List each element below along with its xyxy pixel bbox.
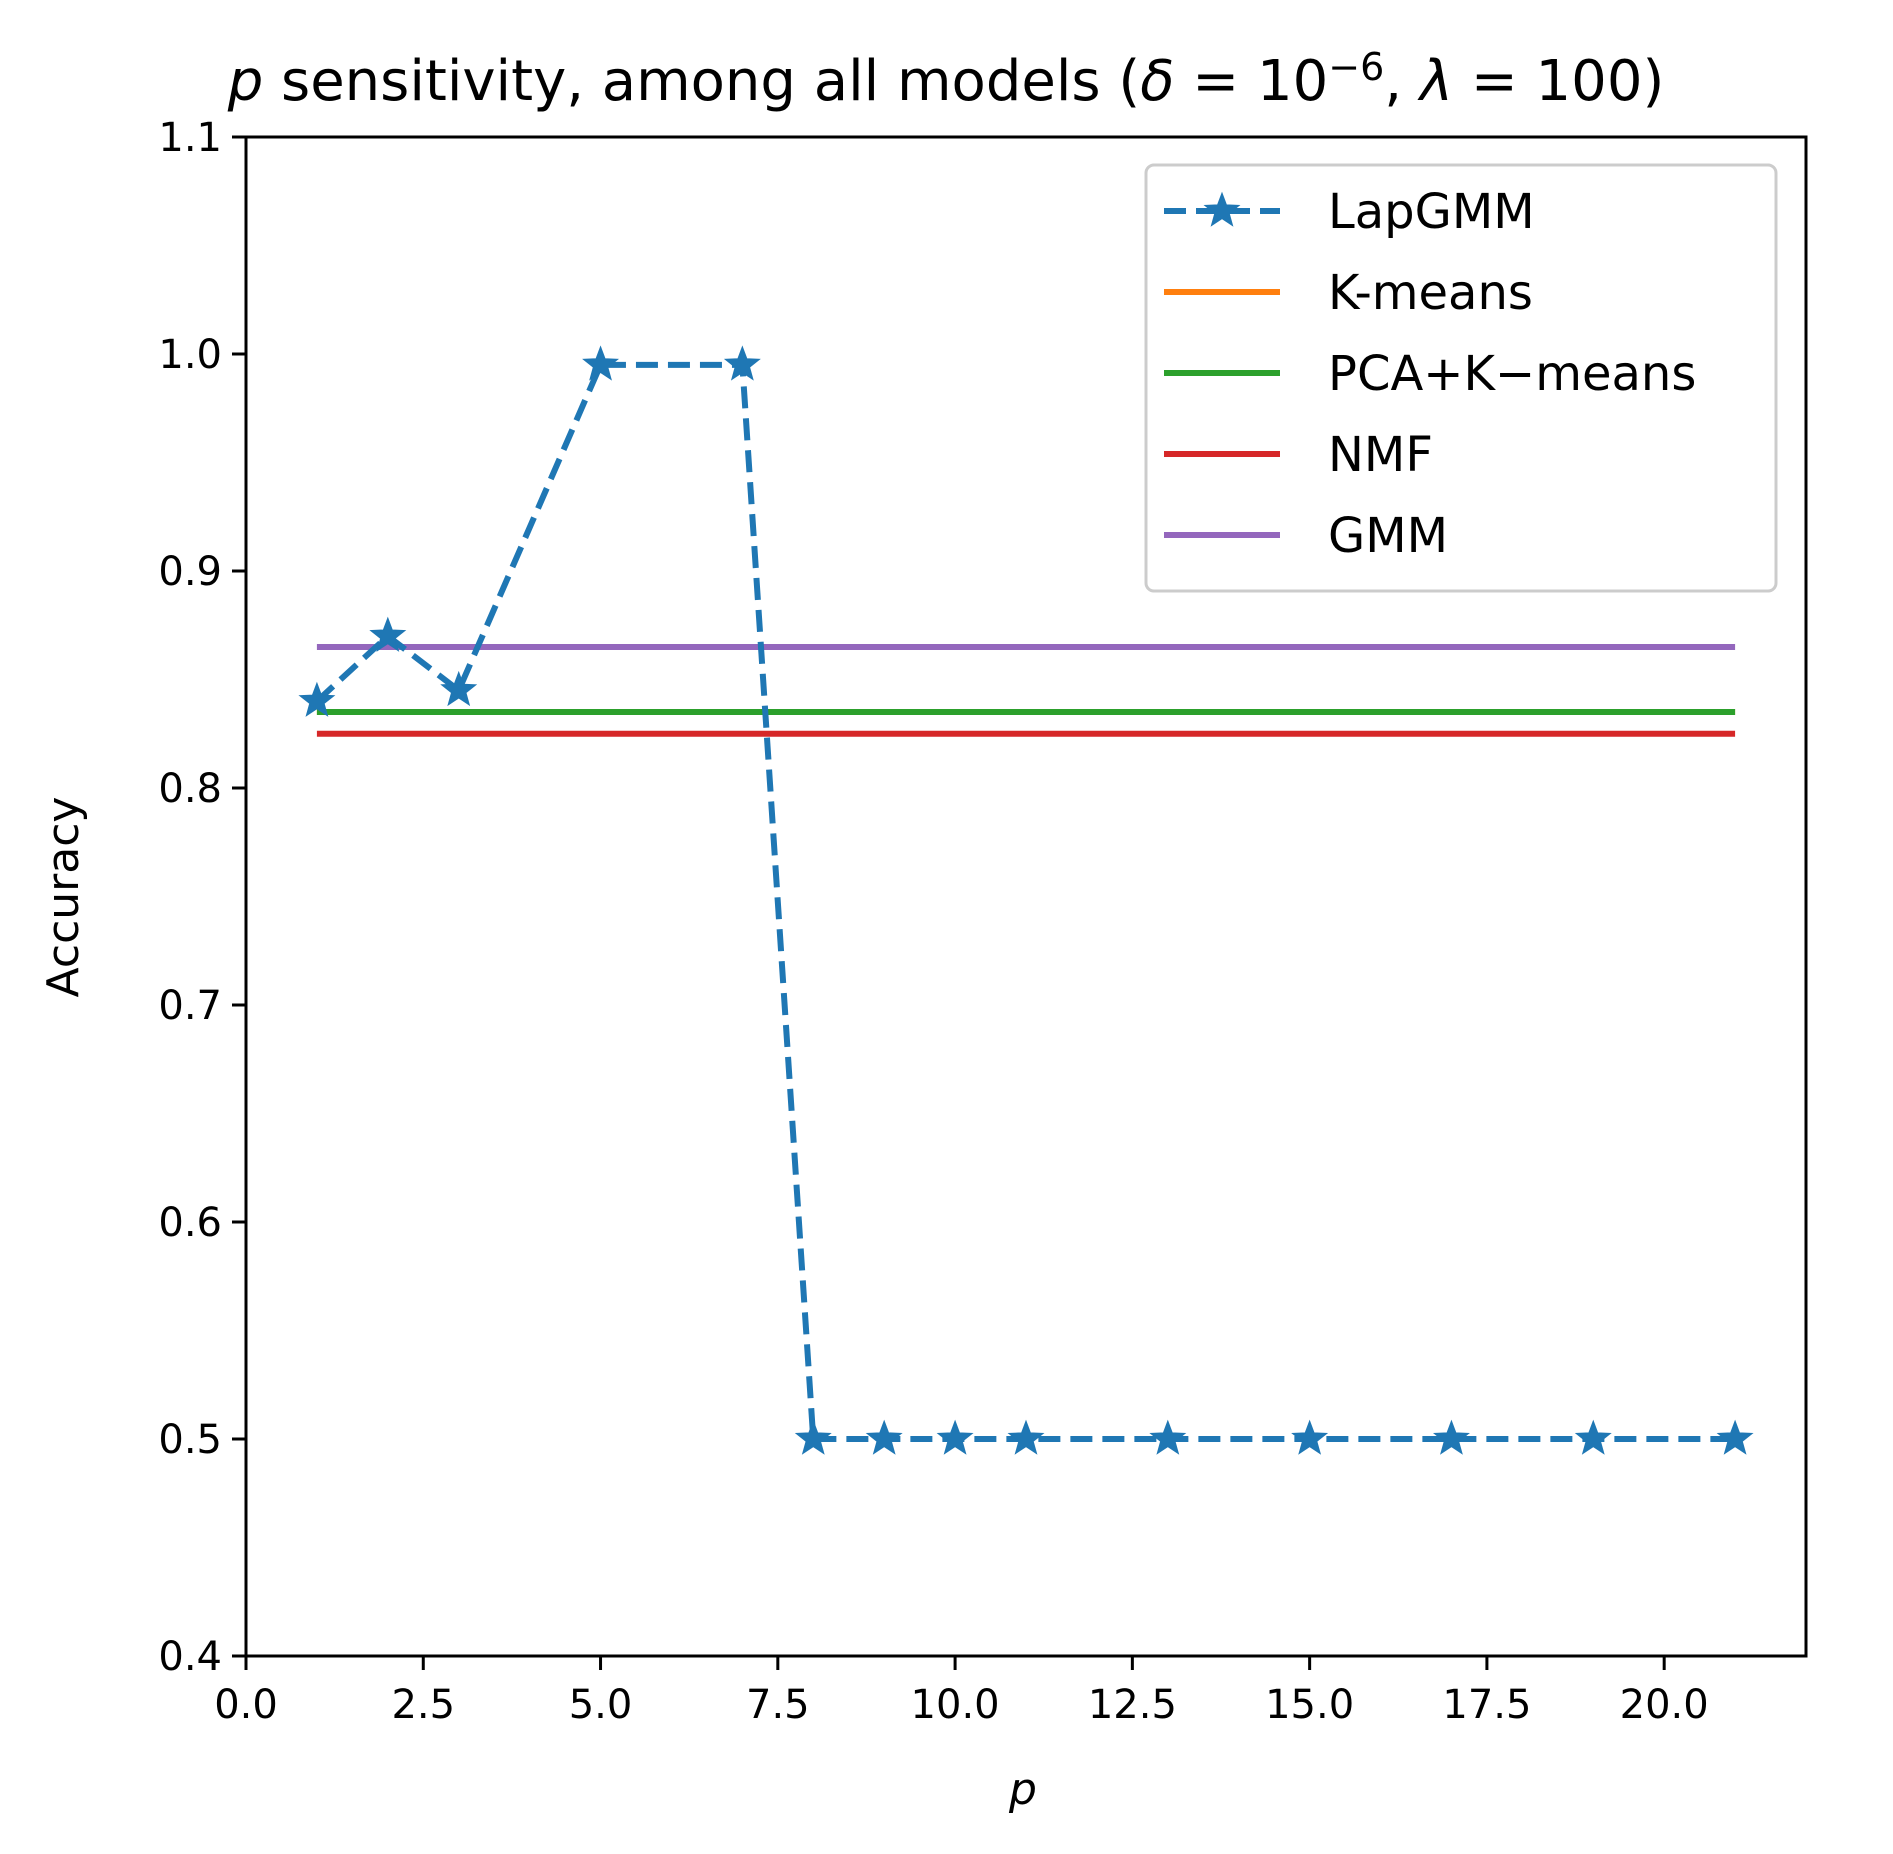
y-axis-label: Accuracy xyxy=(38,797,89,998)
series-line-lapgmm xyxy=(314,361,1736,1442)
axes-layer: 0.0 2.5 5.0 7.5 10.0 12.5 15.0 17.5 20.0 0.4 0.5 0.… xyxy=(158,115,1808,1728)
y-tick-label: 1.0 xyxy=(158,332,222,378)
y-tick-label: 0.7 xyxy=(158,983,222,1029)
legend: LapGMM K-means PCA+K−means NMF GMM xyxy=(1144,163,1778,593)
y-tick-label: 0.9 xyxy=(158,549,222,595)
data-point-lapgmm xyxy=(794,1419,832,1455)
legend-label: GMM xyxy=(1328,508,1448,564)
y-tick-label: 0.5 xyxy=(158,1417,222,1463)
legend-label: K-means xyxy=(1328,265,1533,321)
data-point-lapgmm xyxy=(1432,1419,1470,1455)
y-tick-label: 1.1 xyxy=(158,115,222,161)
x-axis-label: p xyxy=(1008,1764,1037,1815)
x-tick-label: 5.0 xyxy=(569,1682,633,1728)
title-main: sensitivity, among all models ( xyxy=(263,49,1140,114)
legend-item-nmf: NMF xyxy=(1164,427,1433,483)
data-point-lapgmm xyxy=(298,681,336,717)
x-tick-label: 20.0 xyxy=(1620,1682,1709,1728)
y-tick-label: 0.6 xyxy=(158,1200,222,1246)
y-tick-label: 0.4 xyxy=(158,1634,222,1680)
legend-label: LapGMM xyxy=(1328,184,1535,240)
x-tick-label: 0.0 xyxy=(214,1682,278,1728)
data-point-lapgmm xyxy=(723,345,761,381)
x-tick-label: 12.5 xyxy=(1088,1682,1177,1728)
chart-title: p sensitivity, among all models (δ = 10−… xyxy=(227,45,1665,114)
data-point-lapgmm xyxy=(865,1419,903,1455)
x-tick-label: 10.0 xyxy=(911,1682,1000,1728)
title-exponent: −6 xyxy=(1328,45,1384,89)
plot-frame xyxy=(244,135,1808,1658)
data-point-lapgmm xyxy=(369,616,407,652)
title-delta: δ xyxy=(1140,49,1174,114)
y-tick-label: 0.8 xyxy=(158,766,222,812)
data-point-lapgmm xyxy=(1149,1419,1187,1455)
x-tick-label: 2.5 xyxy=(391,1682,455,1728)
title-eq1: = 10 xyxy=(1174,49,1328,114)
data-point-lapgmm xyxy=(1007,1419,1045,1455)
legend-item-gmm: GMM xyxy=(1164,508,1448,564)
data-point-lapgmm xyxy=(1574,1419,1612,1455)
title-lambda: λ xyxy=(1417,49,1453,114)
x-tick-label: 17.5 xyxy=(1442,1682,1531,1728)
data-point-lapgmm xyxy=(440,670,478,707)
title-p: p xyxy=(227,49,264,114)
legend-marker xyxy=(1203,191,1241,227)
series-layer xyxy=(298,345,1754,1455)
x-tick-label: 15.0 xyxy=(1265,1682,1354,1728)
data-point-lapgmm xyxy=(582,345,620,381)
data-point-lapgmm xyxy=(1291,1419,1329,1455)
legend-item-k-means: K-means xyxy=(1164,265,1533,321)
title-sep: , xyxy=(1384,49,1420,114)
legend-item-pca-k-means: PCA+K−means xyxy=(1164,346,1696,402)
x-tick-label: 7.5 xyxy=(746,1682,810,1728)
legend-box xyxy=(1144,163,1778,593)
data-point-lapgmm xyxy=(1716,1419,1754,1455)
legend-item-lapgmm: LapGMM xyxy=(1164,184,1535,240)
legend-label: PCA+K−means xyxy=(1328,346,1696,402)
legend-label: NMF xyxy=(1328,427,1433,483)
title-eq2: = 100) xyxy=(1453,49,1664,114)
data-point-lapgmm xyxy=(936,1419,974,1455)
